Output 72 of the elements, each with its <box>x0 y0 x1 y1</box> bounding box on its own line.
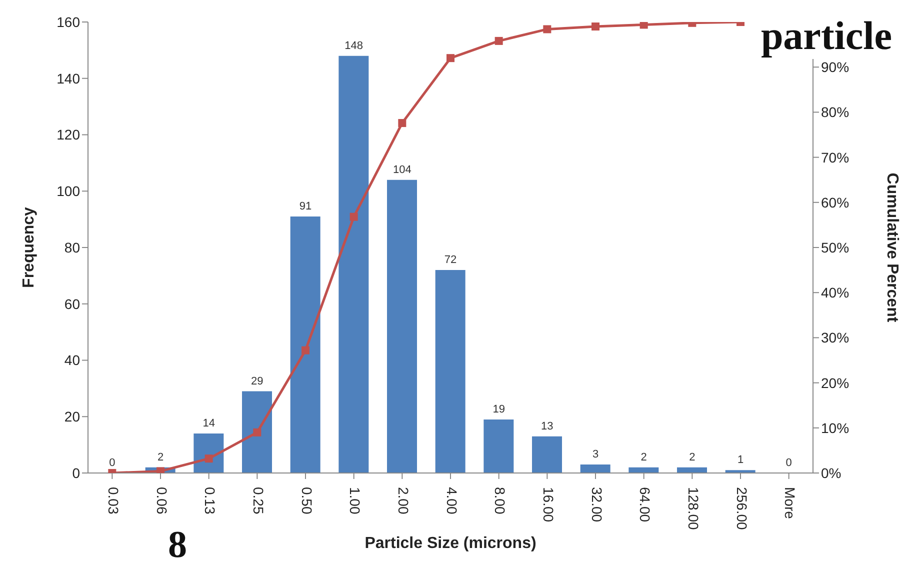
annotation: particle <box>752 12 900 59</box>
data-label: 2 <box>157 451 164 464</box>
x-tick-label: More <box>782 487 798 520</box>
x-axis-title: Particle Size (microns) <box>364 535 536 552</box>
y2-tick-label: 20% <box>821 374 850 391</box>
bar <box>242 391 272 473</box>
x-tick-label: 64.00 <box>637 487 654 522</box>
data-label: 13 <box>541 420 554 432</box>
x-tick-label: 4.00 <box>444 487 460 514</box>
point <box>640 22 648 29</box>
point <box>253 428 262 436</box>
y-tick-label: 160 <box>56 14 80 30</box>
point <box>543 25 552 34</box>
y2-tick-label: 90% <box>821 59 850 76</box>
y-tick-label: 20 <box>64 408 80 425</box>
text: 8 <box>168 523 187 566</box>
x-tick-label: 8.00 <box>492 487 508 514</box>
point <box>302 346 310 354</box>
bar <box>484 419 514 473</box>
data-label: 2 <box>689 451 696 464</box>
x-tick-label: 32.00 <box>588 487 605 522</box>
y2-tick-label: 50% <box>821 239 850 256</box>
data-label: 72 <box>444 254 457 266</box>
data-label: 0 <box>786 457 792 469</box>
point <box>398 119 406 128</box>
data-label: 1 <box>737 454 744 466</box>
y2-tick-label: 0% <box>821 464 842 481</box>
y-tick-label: 100 <box>56 183 80 200</box>
y-tick-label: 80 <box>64 239 80 256</box>
bar <box>338 56 369 473</box>
data-label: 29 <box>251 375 264 388</box>
x-tick-label: 0.25 <box>250 487 266 514</box>
y2-tick-label: 40% <box>821 284 850 301</box>
y-tick-label: 0 <box>72 464 80 481</box>
point <box>592 22 600 31</box>
point <box>350 212 358 221</box>
y-tick-label: 60 <box>64 296 80 312</box>
x-tick-label: 0.06 <box>154 487 170 514</box>
x-tick-label: 0.03 <box>105 487 122 514</box>
point <box>494 36 503 45</box>
point <box>446 54 454 62</box>
y2-tick-label: 10% <box>821 420 850 436</box>
y2-tick-label: 80% <box>821 104 850 120</box>
x-tick-label: 1.00 <box>347 487 364 514</box>
data-label: 0 <box>109 457 116 469</box>
bar <box>580 464 610 473</box>
y-axis-title: Frequency <box>20 206 38 288</box>
bar <box>387 180 417 473</box>
x-tick-label: 0.13 <box>202 487 218 514</box>
bar <box>435 270 466 473</box>
data-label: 91 <box>299 200 312 212</box>
bar <box>290 216 320 473</box>
y-tick-label: 140 <box>56 70 80 86</box>
data-label: 19 <box>492 403 505 416</box>
y-tick-label: 120 <box>56 126 80 143</box>
data-label: 148 <box>344 40 364 52</box>
point <box>204 454 213 463</box>
bar <box>532 436 562 473</box>
x-tick-label: 256.00 <box>734 487 750 530</box>
data-label: 2 <box>640 451 647 464</box>
y2-axis-title: Cumulative Percent <box>883 172 900 323</box>
y2-tick-label: 30% <box>821 330 850 346</box>
y-tick-label: 40 <box>64 352 80 368</box>
y2-tick-label: 60% <box>821 194 850 210</box>
data-label: 3 <box>592 448 599 461</box>
y2-tick-label: 70% <box>821 149 850 166</box>
data-label: 14 <box>202 418 215 430</box>
data-label: 104 <box>392 164 412 176</box>
x-tick-label: 0.50 <box>298 487 315 514</box>
x-tick-label: 16.00 <box>540 487 556 522</box>
x-tick-label: 2.00 <box>395 487 412 514</box>
x-tick-label: 128.00 <box>685 487 702 530</box>
